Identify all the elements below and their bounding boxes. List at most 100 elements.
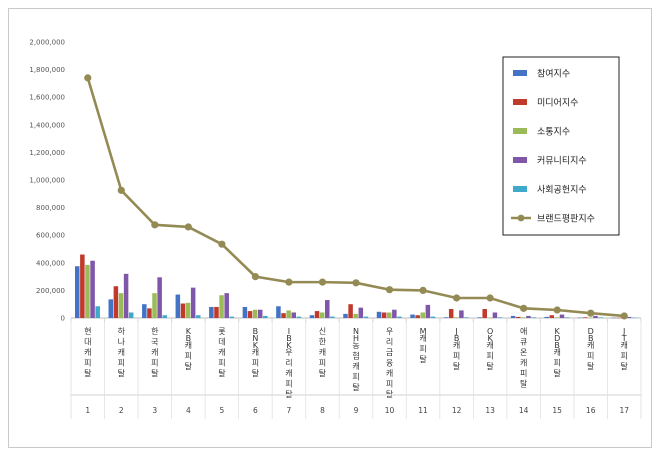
- bar-5-16: [598, 317, 603, 318]
- bar-3-7: [286, 310, 291, 318]
- rank-label: 1: [85, 406, 90, 415]
- line-point-7: [285, 278, 293, 286]
- legend-swatch: [513, 157, 527, 163]
- line-point-1: [84, 74, 92, 82]
- line-point-17: [620, 312, 628, 320]
- bar-1-2: [108, 299, 114, 318]
- rank-label: 9: [354, 406, 359, 415]
- brand-reputation-chart: 0 200,000 400,000 600,000 800,000 1,000,000 1,…: [29, 39, 642, 419]
- bar-4-11: [425, 304, 431, 318]
- bar-1-5: [209, 306, 214, 318]
- bar-2-9: [348, 304, 353, 318]
- bar-5-1: [95, 306, 100, 318]
- line-point-2: [117, 186, 125, 194]
- bar-1-15: [544, 316, 549, 318]
- bar-2-16: [583, 317, 588, 318]
- bar-2-8: [314, 311, 320, 318]
- bar-1-16: [577, 317, 583, 319]
- bar-4-17: [626, 316, 632, 318]
- bar-5-2: [128, 312, 134, 318]
- line-point-5: [218, 240, 226, 248]
- rank-label: 14: [519, 406, 529, 415]
- bar-1-17: [611, 317, 616, 319]
- bar-5-15: [564, 317, 570, 318]
- y-tick-label: 2,000,000: [29, 39, 65, 47]
- y-tick-label: 600,000: [36, 232, 65, 240]
- bar-4-4: [190, 287, 196, 318]
- bar-2-10: [381, 312, 387, 318]
- bar-2-17: [616, 317, 622, 319]
- line-point-8: [318, 278, 327, 286]
- bar-4-10: [392, 309, 397, 318]
- bar-5-13: [497, 317, 503, 318]
- line-point-13: [486, 294, 494, 302]
- bar-4-2: [123, 273, 129, 318]
- bar-4-8: [325, 300, 330, 318]
- line-point-9: [352, 279, 360, 287]
- category-label: 우리금융캐피탈: [386, 327, 394, 399]
- bar-5-6: [263, 315, 268, 318]
- legend-box: [502, 56, 620, 236]
- line-point-6: [251, 273, 260, 281]
- legend-swatch: [513, 186, 527, 192]
- bar-3-15: [554, 317, 560, 318]
- bar-2-5: [214, 306, 219, 318]
- rank-label: 6: [253, 406, 258, 415]
- rank-label: 3: [152, 406, 157, 415]
- rank-label: 4: [186, 406, 191, 415]
- bar-3-4: [185, 302, 191, 318]
- y-tick-label: 1,200,000: [29, 149, 65, 157]
- rank-label: 15: [552, 406, 562, 415]
- bar-4-3: [157, 277, 162, 318]
- bar-3-9: [353, 313, 358, 318]
- bar-2-6: [247, 311, 253, 318]
- bar-1-11: [410, 314, 415, 318]
- bar-4-5: [224, 293, 229, 318]
- bar-4-7: [291, 312, 296, 318]
- bar-2-3: [147, 308, 152, 318]
- rank-label: 7: [287, 406, 292, 415]
- legend-label: 사회공헌지수: [537, 185, 587, 196]
- line-point-16: [587, 309, 595, 317]
- bar-3-1: [85, 264, 90, 318]
- bar-2-2: [113, 286, 119, 318]
- bar-3-3: [152, 293, 157, 318]
- bar-4-15: [559, 314, 565, 318]
- bar-2-11: [415, 315, 420, 318]
- bar-1-9: [343, 313, 348, 318]
- bar-5-5: [229, 316, 235, 318]
- bar-3-8: [319, 312, 325, 318]
- bar-5-14: [531, 317, 536, 318]
- legend-label: 커뮤니티지수: [537, 156, 587, 167]
- bar-3-14: [521, 317, 526, 318]
- bar-4-16: [593, 315, 598, 318]
- bar-5-3: [162, 315, 167, 318]
- category-label: IBK우리캐피탈: [285, 327, 293, 399]
- bar-1-6: [242, 306, 248, 318]
- rank-label: 16: [586, 406, 596, 415]
- line-point-3: [151, 221, 159, 229]
- bar-3-2: [118, 293, 124, 318]
- bar-2-13: [482, 309, 487, 318]
- y-tick-label: 1,800,000: [29, 66, 65, 74]
- bar-4-9: [358, 307, 364, 318]
- bar-1-3: [142, 304, 147, 318]
- y-tick-label: 200,000: [36, 287, 65, 295]
- bar-5-10: [397, 316, 402, 318]
- legend-swatch: [513, 70, 527, 76]
- line-point-14: [520, 304, 528, 312]
- bar-2-7: [281, 313, 286, 318]
- bar-1-1: [75, 266, 80, 318]
- bar-5-8: [330, 316, 335, 318]
- bar-4-1: [90, 260, 95, 318]
- y-tick-label: 800,000: [36, 204, 65, 212]
- bar-3-13: [487, 317, 493, 319]
